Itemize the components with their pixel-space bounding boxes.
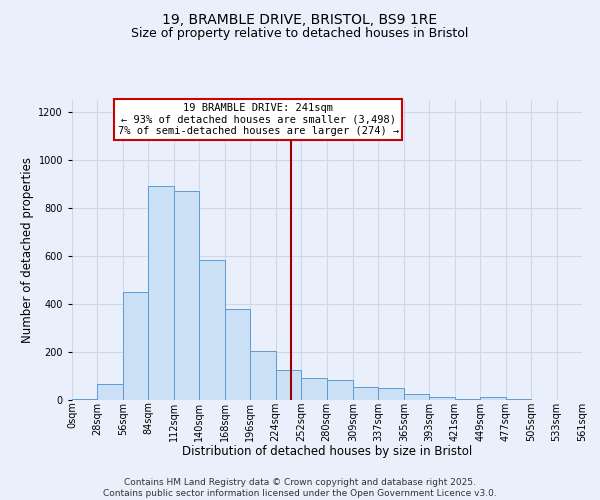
- Bar: [480, 396, 506, 400]
- Bar: [455, 399, 480, 400]
- Bar: [326, 380, 353, 400]
- Bar: [148, 186, 174, 400]
- Bar: [404, 394, 429, 400]
- Bar: [429, 397, 455, 400]
- Bar: [199, 260, 225, 400]
- Bar: [506, 399, 531, 400]
- Bar: [174, 191, 199, 400]
- Y-axis label: Number of detached properties: Number of detached properties: [21, 157, 34, 343]
- Bar: [225, 309, 250, 400]
- Text: 19 BRAMBLE DRIVE: 241sqm
← 93% of detached houses are smaller (3,498)
7% of semi: 19 BRAMBLE DRIVE: 241sqm ← 93% of detach…: [118, 103, 399, 136]
- Bar: [72, 399, 97, 400]
- Bar: [123, 292, 148, 400]
- Bar: [275, 370, 301, 400]
- Bar: [301, 378, 326, 400]
- Bar: [379, 388, 404, 400]
- X-axis label: Distribution of detached houses by size in Bristol: Distribution of detached houses by size …: [182, 445, 472, 458]
- Bar: [250, 351, 275, 400]
- Text: 19, BRAMBLE DRIVE, BRISTOL, BS9 1RE: 19, BRAMBLE DRIVE, BRISTOL, BS9 1RE: [163, 12, 437, 26]
- Text: Contains HM Land Registry data © Crown copyright and database right 2025.
Contai: Contains HM Land Registry data © Crown c…: [103, 478, 497, 498]
- Bar: [353, 387, 379, 400]
- Bar: [97, 384, 123, 400]
- Text: Size of property relative to detached houses in Bristol: Size of property relative to detached ho…: [131, 28, 469, 40]
